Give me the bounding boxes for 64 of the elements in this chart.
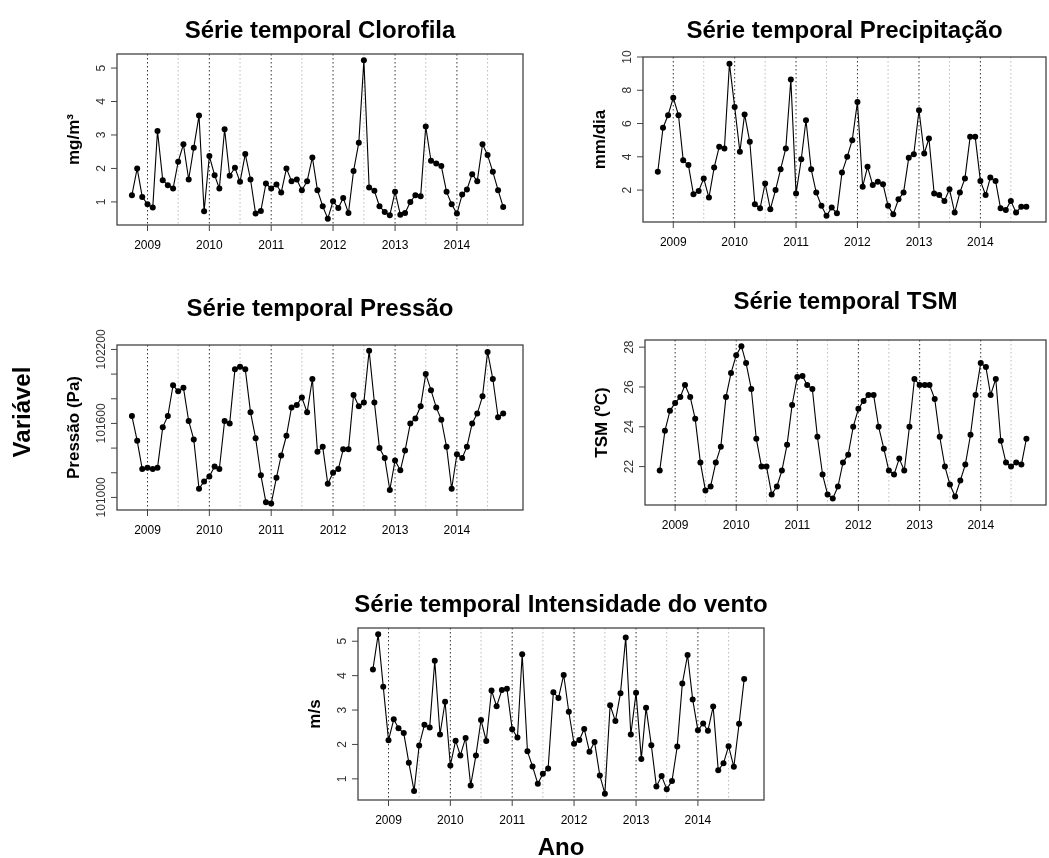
y-axis-title: mg/m³ <box>64 113 83 165</box>
x-tick-label: 2014 <box>443 238 471 252</box>
y-tick-label: 24 <box>622 419 636 434</box>
x-tick-label: 2009 <box>134 523 162 537</box>
y-tick-label: 8 <box>620 86 634 94</box>
x-tick-label: 2013 <box>381 523 409 537</box>
y-tick-label: 26 <box>622 379 636 394</box>
y-tick-label: 4 <box>94 97 108 105</box>
y-tick-label: 3 <box>335 706 349 714</box>
x-tick-label: 2009 <box>375 813 403 827</box>
y-tick-label: 5 <box>335 637 349 645</box>
x-tick-label: 2012 <box>845 518 873 532</box>
x-tick-label: 2014 <box>443 523 471 537</box>
y-tick-label: 4 <box>620 153 634 161</box>
y-axis-title: m/s <box>305 699 324 729</box>
text: Variável <box>8 366 35 458</box>
x-tick-label: 2014 <box>684 813 712 827</box>
x-tick-label: 2010 <box>196 238 224 252</box>
x-tick-label: 2011 <box>258 523 285 537</box>
y-tick-label: 28 <box>622 340 636 354</box>
y-tick-label: 101600 <box>94 403 108 444</box>
chart-title: Série temporal Pressão <box>186 294 454 321</box>
x-tick-label: 2010 <box>437 813 465 827</box>
x-tick-label: 2011 <box>499 813 526 827</box>
x-tick-label: 2013 <box>905 235 933 249</box>
x-tick-label: 2012 <box>560 813 588 827</box>
chart-title: Série temporal Clorofila <box>184 16 457 43</box>
x-tick-label: 2012 <box>319 523 347 537</box>
x-tick-label: 2011 <box>784 518 811 532</box>
y-axis-title: TSM (ºC) <box>592 387 611 458</box>
y-tick-label: 1 <box>94 198 108 206</box>
x-tick-label: 2014 <box>967 235 995 249</box>
x-tick-label: 2013 <box>381 238 409 252</box>
x-tick-label: 2009 <box>134 238 162 252</box>
y-tick-label: 5 <box>94 64 108 72</box>
chart-title: Série temporal TSM <box>733 287 958 314</box>
y-tick-label: 2 <box>335 740 349 748</box>
x-tick-label: 2011 <box>258 238 285 252</box>
y-axis-title: Pressão (Pa) <box>64 376 83 479</box>
y-tick-label: 4 <box>335 671 349 679</box>
y-tick-label: 101000 <box>94 477 108 518</box>
y-tick-label: 6 <box>620 119 634 127</box>
x-tick-label: 2009 <box>661 518 689 532</box>
x-tick-label: 2012 <box>844 235 872 249</box>
x-tick-label: 2011 <box>783 235 810 249</box>
y-tick-label: 2 <box>94 164 108 172</box>
y-tick-label: 2 <box>620 186 634 194</box>
y-axis-title: mm/dia <box>590 109 609 170</box>
x-tick-label: 2010 <box>721 235 749 249</box>
x-tick-label: 2013 <box>622 813 650 827</box>
chart-title: Série temporal Intensidade do vento <box>354 590 768 617</box>
x-tick-label: 2012 <box>319 238 347 252</box>
x-tick-label: 2013 <box>906 518 934 532</box>
y-tick-label: 3 <box>94 131 108 139</box>
y-tick-label: 10 <box>620 50 634 64</box>
chart-title: Série temporal Precipitação <box>686 16 1003 43</box>
x-tick-label: 2009 <box>659 235 687 249</box>
x-tick-label: 2010 <box>722 518 750 532</box>
x-tick-label: 2010 <box>196 523 224 537</box>
y-tick-label: 102200 <box>94 329 108 370</box>
y-tick-label: 22 <box>622 459 636 474</box>
x-axis-title: Ano <box>537 833 585 858</box>
x-tick-label: 2014 <box>967 518 995 532</box>
y-tick-label: 1 <box>335 775 349 783</box>
